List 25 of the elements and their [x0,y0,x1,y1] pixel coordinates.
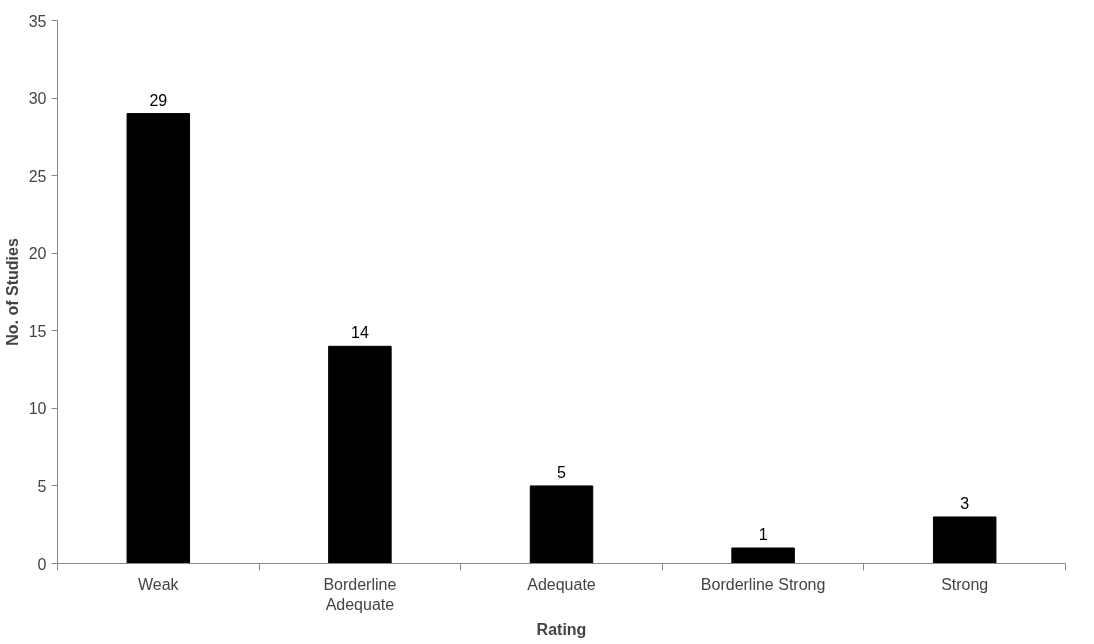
bar [328,345,392,564]
bar [126,113,191,564]
bar [731,547,795,564]
y-tick-label: 20 [28,245,47,263]
x-tick-label: Weak [138,575,180,593]
x-tick-label: Borderline Adequate [323,575,397,613]
x-tick-label: Strong [941,575,989,593]
y-tick-label: 5 [37,477,47,495]
y-tick-label: 30 [28,90,47,108]
data-label: 14 [351,324,369,342]
data-label: 29 [149,91,168,109]
y-axis-title: No. of Studies [3,238,21,346]
data-label: 1 [758,525,768,543]
bar [529,485,594,564]
y-tick-label: 25 [28,167,47,185]
x-tick-label: Adequate [527,575,596,593]
bar [932,516,997,564]
x-axis-title: Rating [536,620,587,638]
y-tick-label: 15 [28,322,47,340]
x-tick-label: Borderline Strong [700,575,826,593]
y-tick-label: 10 [28,400,47,418]
data-label: 5 [557,463,567,481]
y-tick-label: 35 [28,12,47,30]
data-label: 3 [960,494,970,512]
y-tick-label: 0 [37,555,47,573]
